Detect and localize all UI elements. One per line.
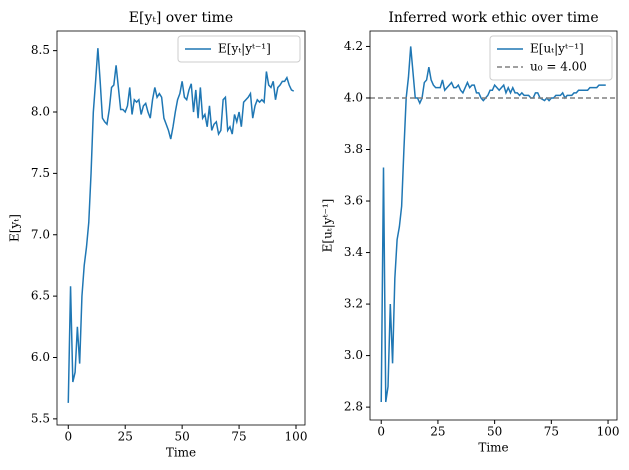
- axes-frame: [369, 30, 618, 421]
- x-tick-label: 100: [285, 430, 308, 444]
- x-axis-label: Time: [478, 441, 508, 455]
- y-tick-label: 3.0: [344, 348, 363, 362]
- y-tick-label: 6.0: [31, 350, 50, 364]
- y-tick-label: 3.4: [344, 245, 363, 259]
- y-tick-label: 4.0: [344, 90, 363, 104]
- x-tick-label: 0: [377, 425, 385, 439]
- data-line: [67, 48, 295, 403]
- y-axis-label: E[uₜ|yᵗ⁻¹]: [321, 199, 335, 253]
- y-tick-label: 7.0: [31, 227, 50, 241]
- axes-frame: [56, 30, 306, 426]
- y-tick-label: 7.5: [31, 166, 50, 180]
- y-tick-label: 4.2: [344, 39, 363, 53]
- x-tick-label: 50: [174, 430, 189, 444]
- x-tick-label: 100: [597, 425, 620, 439]
- y-tick-label: 8.5: [31, 43, 50, 57]
- legend-label: u₀ = 4.00: [530, 60, 587, 74]
- x-tick-label: 75: [231, 430, 246, 444]
- y-axis-label: E[yₜ]: [8, 214, 22, 242]
- y-tick-label: 3.2: [344, 297, 363, 311]
- y-tick-label: 3.8: [344, 142, 363, 156]
- chart-title: E[yₜ] over time: [129, 10, 233, 26]
- x-tick-label: 0: [64, 430, 72, 444]
- chart-title: Inferred work ethic over time: [388, 10, 598, 26]
- legend: [489, 35, 613, 81]
- x-tick-label: 25: [430, 425, 445, 439]
- y-tick-label: 6.5: [31, 289, 50, 303]
- legend-label: E[yₜ|yᵗ⁻¹]: [218, 42, 271, 56]
- y-tick-label: 2.8: [344, 400, 363, 414]
- legend-label: E[uₜ|yᵗ⁻¹]: [530, 42, 584, 56]
- x-axis-label: Time: [166, 446, 196, 460]
- y-tick-label: 5.5: [31, 411, 50, 425]
- x-tick-label: 75: [544, 425, 559, 439]
- y-tick-label: 3.6: [344, 194, 363, 208]
- data-line: [380, 46, 606, 403]
- x-tick-label: 50: [487, 425, 502, 439]
- y-tick-label: 8.0: [31, 105, 50, 119]
- legend: [177, 35, 301, 63]
- x-tick-label: 25: [118, 430, 133, 444]
